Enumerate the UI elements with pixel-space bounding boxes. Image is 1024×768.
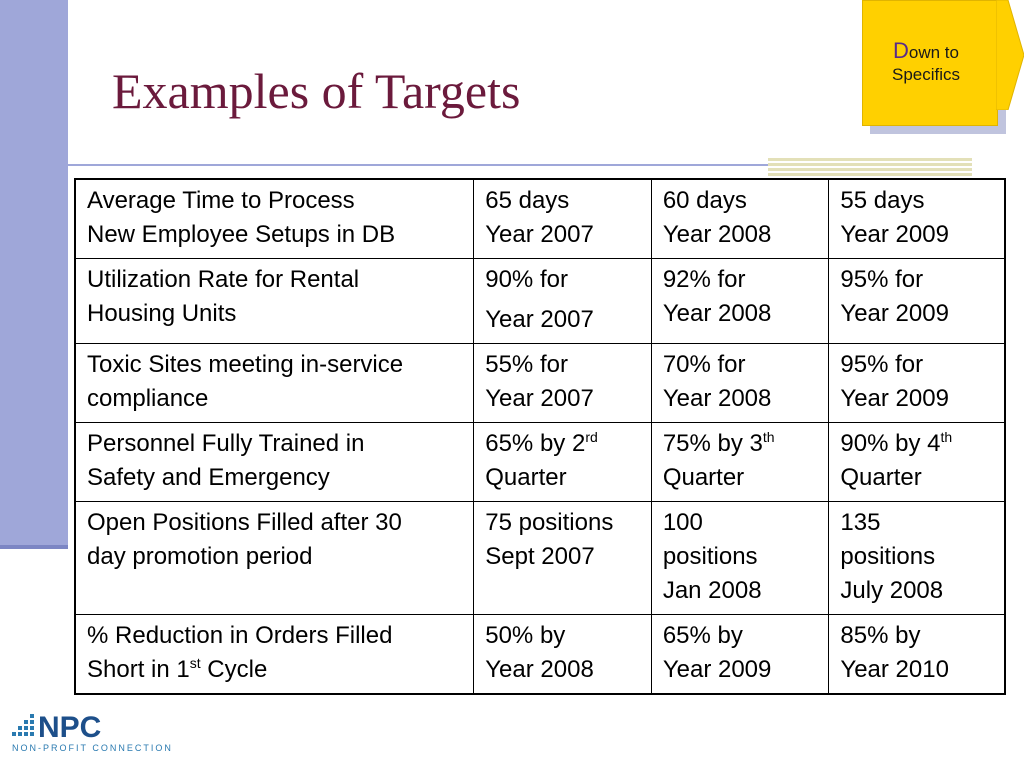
target-cell: 55% for Year 2007 xyxy=(473,343,652,423)
target-cell: 50% by Year 2008 xyxy=(473,614,652,695)
target-cell: 65 days Year 2007 xyxy=(473,178,652,259)
measure-cell: Utilization Rate for Rental Housing Units xyxy=(74,258,475,344)
badge-line1: own to xyxy=(908,43,959,62)
striped-accent-bar xyxy=(768,158,972,176)
target-cell: 75 positions Sept 2007 xyxy=(473,501,652,615)
badge-arrow-icon xyxy=(996,0,1024,110)
target-cell: 55 days Year 2009 xyxy=(828,178,1006,259)
table-row: % Reduction in Orders Filled Short in 1st… xyxy=(74,614,1006,695)
target-cell: 85% by Year 2010 xyxy=(828,614,1006,695)
slide-title: Examples of Targets xyxy=(112,63,521,119)
left-accent-bar xyxy=(0,0,68,548)
table-row: Open Positions Filled after 30 day promot… xyxy=(74,501,1006,615)
target-cell: 92% for Year 2008 xyxy=(650,258,830,344)
target-cell: 95% for Year 2009 xyxy=(828,343,1006,423)
badge-line2: Specifics xyxy=(891,65,961,84)
target-cell: 65% by Year 2009 xyxy=(650,614,830,695)
table-row: Average Time to Process New Employee Setu… xyxy=(74,178,1006,259)
target-cell: 60 days Year 2008 xyxy=(650,178,830,259)
logo-subtitle: NON-PROFIT CONNECTION xyxy=(12,743,173,753)
measure-cell: Toxic Sites meeting in-service compliance xyxy=(74,343,475,423)
left-accent-bar-edge xyxy=(0,545,68,549)
measure-cell: % Reduction in Orders Filled Short in 1st… xyxy=(74,614,475,695)
badge-initial: D xyxy=(893,38,909,63)
target-cell: 65% by 2rd Quarter xyxy=(473,422,652,502)
targets-table: Average Time to Process New Employee Setu… xyxy=(74,178,1006,695)
table-row: Utilization Rate for Rental Housing Units… xyxy=(74,258,1006,344)
svg-text:NPC: NPC xyxy=(38,711,101,744)
target-cell: 75% by 3th Quarter xyxy=(650,422,830,502)
measure-cell: Personnel Fully Trained in Safety and Eme… xyxy=(74,422,475,502)
table-row: Toxic Sites meeting in-service compliance… xyxy=(74,343,1006,423)
target-cell: 95% for Year 2009 xyxy=(828,258,1006,344)
target-cell: 100 positions Jan 2008 xyxy=(650,501,830,615)
target-cell: 90% for Year 2007 xyxy=(473,258,652,344)
measure-cell: Open Positions Filled after 30 day promot… xyxy=(74,501,475,615)
target-cell: 135 positions July 2008 xyxy=(828,501,1006,615)
table-row: Personnel Fully Trained in Safety and Eme… xyxy=(74,422,1006,502)
badge-text: Down to Specifics xyxy=(868,40,984,86)
target-cell: 70% for Year 2008 xyxy=(650,343,830,423)
down-to-specifics-badge xyxy=(862,0,998,126)
title-divider xyxy=(44,164,780,166)
target-cell: 90% by 4th Quarter xyxy=(828,422,1006,502)
npc-logo: NPC xyxy=(12,711,101,744)
measure-cell: Average Time to Process New Employee Setu… xyxy=(74,178,475,259)
